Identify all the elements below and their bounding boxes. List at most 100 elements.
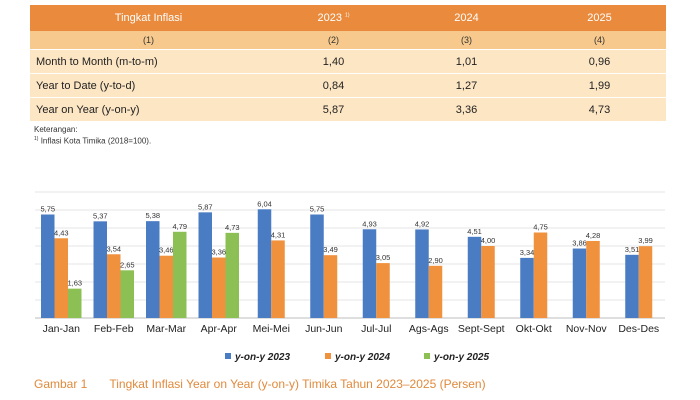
bar [481,246,495,318]
data-label: 3,51 [625,245,640,254]
data-label: 3,86 [572,239,587,248]
bar [586,240,600,318]
bar [198,212,212,318]
table-cell: 1,99 [533,73,666,98]
data-label: 1,63 [67,279,82,288]
legend-swatch [424,353,430,359]
table-cell: 1,01 [400,49,533,74]
data-label: 6,04 [257,199,272,208]
bar [146,221,160,318]
data-label: 4,92 [415,219,430,228]
bar [225,232,239,318]
bar [323,255,338,318]
legend-label: y-on-y 2023 [234,352,290,363]
x-tick-label: Okt-Okt [516,323,552,335]
bar [572,248,587,318]
bar [415,229,429,318]
footnote-text: Inflasi Kota Timika (2018=100). [40,136,152,146]
data-label: 4,00 [481,236,496,245]
bar [428,265,443,318]
table-header-2024: 2024 [400,5,533,31]
x-tick-label: Feb-Feb [94,323,134,335]
bar [362,229,377,318]
x-tick-label: Jul-Jul [361,323,391,335]
data-label: 4,31 [271,230,286,239]
data-label: 3,05 [376,253,391,262]
data-label: 2,90 [428,256,443,265]
data-label: 4,93 [362,219,377,228]
data-label: 4,43 [54,228,69,237]
table-cell: 0,96 [533,49,666,74]
notes-footnote: 1) Inflasi Kota Timika (2018=100). [34,136,151,146]
bar [41,214,55,318]
x-tick-label: Mar-Mar [146,323,186,335]
table-cell: 3,36 [400,97,533,121]
table-header-row: Tingkat Inflasi 2023 1) 2024 2025 [30,5,666,31]
data-label: 3,54 [106,244,121,253]
bar [159,255,173,318]
inflation-table: Tingkat Inflasi 2023 1) 2024 2025 (1) (2… [30,5,666,121]
bar [310,214,324,318]
x-tick-label: Des-Des [618,323,659,335]
data-label: 4,75 [533,223,548,232]
table-header-2023: 2023 1) [267,5,400,31]
data-label: 5,87 [198,202,213,211]
data-label: 3,34 [520,248,535,257]
row-label: Month to Month (m-to-m) [30,49,267,74]
bar [93,221,107,318]
data-label: 5,38 [145,211,160,220]
bar [54,238,68,318]
data-label: 3,99 [638,236,653,245]
data-label: 4,73 [225,223,240,232]
row-label: Year to Date (y-to-d) [30,73,267,98]
data-label: 3,49 [323,245,338,254]
footnote-mark: 1) [34,136,39,142]
x-tick-label: Jan-Jan [43,323,81,335]
bar [120,270,134,318]
x-tick-label: Ags-Ags [409,323,449,335]
table-cell: 5,87 [267,97,400,121]
table-cell: 0,84 [267,73,400,98]
table-column-number-row: (1) (2) (3) (4) [30,31,666,50]
bar [625,254,639,318]
legend-label: y-on-y 2024 [334,352,390,363]
table-cell: 1,27 [400,73,533,98]
bar [271,240,285,318]
data-label: 5,75 [40,205,55,214]
table-header-label: Tingkat Inflasi [30,5,267,31]
bar [533,232,548,318]
data-label: 4,51 [467,227,482,236]
bar [638,246,653,318]
bar [68,288,82,318]
table-row: Year to Date (y-to-d) 0,84 1,27 1,99 [30,73,666,98]
inflation-bar-chart: 5,75 4,43 1,63 Jan-Jan 5,37 3,54 2,65 Feb-Feb 5,… [35,191,665,363]
bar [257,209,272,318]
bar [173,231,187,318]
column-number: (4) [533,31,666,50]
legend-label: y-on-y 2025 [433,352,489,363]
data-label: 4,79 [172,222,187,231]
table-header-2025: 2025 [533,5,666,31]
data-label: 5,37 [93,211,108,220]
table-row: Year on Year (y-on-y) 5,87 3,36 4,73 [30,97,666,121]
bar [520,257,534,318]
row-label: Year on Year (y-on-y) [30,97,267,121]
data-label: 3,46 [159,246,174,255]
data-label: 4,28 [586,231,601,240]
bar [376,263,390,318]
data-label: 5,75 [310,205,325,214]
table-header-footnote: 1) [345,12,350,19]
bar [212,257,226,318]
figure-number: Gambar 1 [34,377,88,391]
table-cell: 1,40 [267,49,400,74]
x-tick-label: Apr-Apr [201,323,238,335]
figure-title: Tingkat Inflasi Year on Year (y-on-y) Ti… [109,377,486,391]
x-tick-label: Sept-Sept [458,323,505,335]
bar [467,236,482,318]
column-number: (1) [30,31,267,50]
column-number: (2) [267,31,400,50]
x-tick-label: Nov-Nov [566,323,608,335]
legend-swatch [225,353,231,359]
data-label: 3,36 [211,248,226,257]
table-cell: 4,73 [533,97,666,121]
